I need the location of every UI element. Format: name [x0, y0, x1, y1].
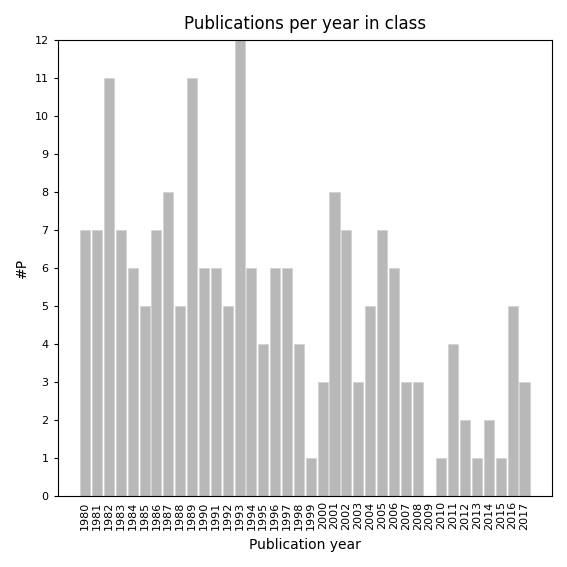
Bar [163, 192, 174, 497]
Bar [484, 420, 494, 497]
Bar [318, 382, 328, 497]
Bar [258, 344, 268, 497]
Bar [341, 230, 352, 497]
Bar [377, 230, 387, 497]
Bar [353, 382, 363, 497]
Bar [270, 268, 280, 497]
Bar [235, 40, 244, 497]
Bar [329, 192, 340, 497]
Bar [365, 306, 375, 497]
Bar [187, 78, 197, 497]
Bar [448, 344, 458, 497]
Bar [282, 268, 292, 497]
Bar [80, 230, 90, 497]
Bar [247, 268, 256, 497]
X-axis label: Publication year: Publication year [249, 538, 361, 552]
Y-axis label: #P: #P [15, 258, 29, 278]
Bar [472, 458, 482, 497]
Bar [496, 458, 506, 497]
Bar [92, 230, 102, 497]
Bar [401, 382, 411, 497]
Title: Publications per year in class: Publications per year in class [184, 15, 426, 33]
Bar [175, 306, 185, 497]
Bar [104, 78, 114, 497]
Bar [306, 458, 316, 497]
Bar [211, 268, 221, 497]
Bar [294, 344, 304, 497]
Bar [128, 268, 138, 497]
Bar [223, 306, 232, 497]
Bar [151, 230, 162, 497]
Bar [139, 306, 150, 497]
Bar [437, 458, 446, 497]
Bar [199, 268, 209, 497]
Bar [460, 420, 470, 497]
Bar [413, 382, 422, 497]
Bar [389, 268, 399, 497]
Bar [507, 306, 518, 497]
Bar [116, 230, 126, 497]
Bar [519, 382, 530, 497]
